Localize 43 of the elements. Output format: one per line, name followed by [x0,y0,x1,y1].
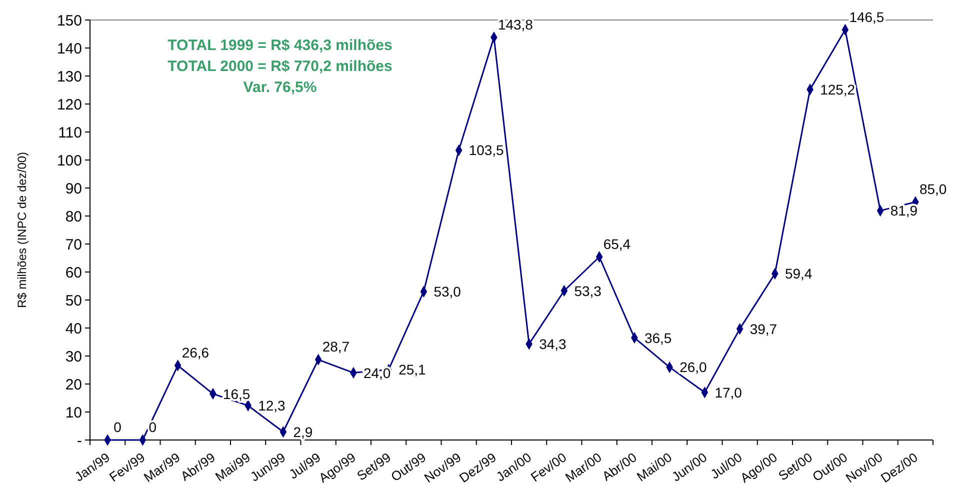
data-label: 103,5 [468,142,504,158]
annotation: Var. 76,5% [243,79,317,96]
y-tick-label: 20 [65,376,82,394]
data-label: 53,3 [574,282,602,299]
y-tick-label: 110 [58,124,82,142]
data-label: 81,9 [890,202,918,219]
data-label: 17,0 [714,384,742,400]
y-tick-label: 50 [65,292,82,310]
y-tick-label: 80 [65,208,82,226]
data-label: 12,3 [258,398,286,414]
data-label: 85,0 [919,181,947,197]
y-tick-label: - [77,432,82,450]
y-tick-label: 150 [56,12,82,30]
data-label: 25,1 [398,362,426,378]
data-label: 65,4 [603,236,631,252]
data-label: 59,4 [784,266,812,282]
data-label: 146,5 [849,8,884,25]
data-label: 53,0 [434,284,462,300]
y-tick-label: 70 [65,236,82,254]
annotation: TOTAL 2000 = R$ 770,2 milhões [168,58,392,75]
y-tick-label: 30 [65,348,82,366]
y-tick-label: 120 [56,96,82,114]
data-label: 2,9 [293,424,313,440]
y-tick-label: 140 [56,40,82,58]
data-label: 16,5 [222,386,250,402]
y-tick-label: 130 [56,68,82,86]
data-label: 36,5 [644,330,672,346]
data-label: 26,0 [680,359,708,376]
data-label: 39,7 [750,320,778,337]
y-axis-title: R$ milhões (INPC de dez/00) [15,152,29,308]
y-tick-label: 60 [65,264,82,282]
data-label: 34,3 [539,336,567,352]
data-label: 143,8 [498,16,534,32]
data-label: 0 [114,419,122,435]
data-label: 125,2 [820,81,856,98]
data-label: 0 [148,419,157,435]
y-tick-label: 40 [65,320,82,338]
annotation: TOTAL 1999 = R$ 436,3 milhões [168,37,392,54]
data-label: 28,7 [322,338,350,355]
y-tick-label: 100 [56,152,82,170]
data-label: 26,6 [182,344,210,361]
y-tick-label: 90 [65,180,82,198]
y-tick-label: 10 [65,404,82,422]
